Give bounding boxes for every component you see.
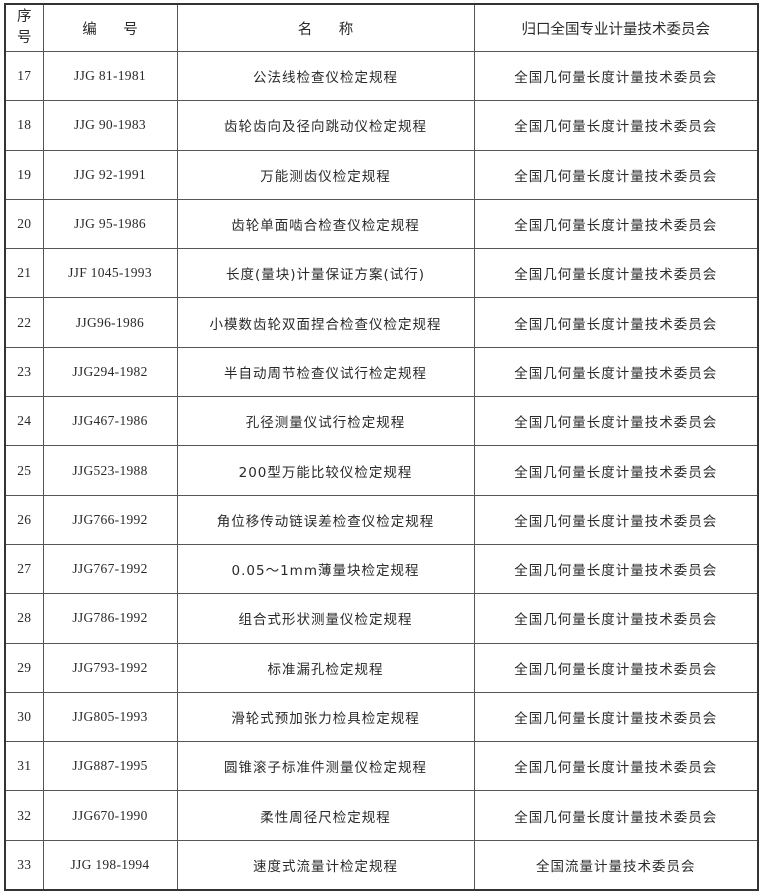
- row-org: 全国几何量长度计量技术委员会: [473, 642, 759, 693]
- row-org: 全国几何量长度计量技术委员会: [473, 741, 759, 792]
- row-name: 半自动周节检查仪试行检定规程: [176, 346, 475, 398]
- row-code: JJG786-1992: [42, 593, 178, 644]
- table-row: 21 JJF 1045-1993 长度(量块)计量保证方案(试行) 全国几何量长度计量…: [4, 248, 759, 299]
- row-seq: 26: [4, 494, 44, 545]
- table-row: 31 JJG887-1995 圆锥滚子标准件测量仪检定规程 全国几何量长度计量技术委员…: [4, 741, 759, 792]
- table-row: 19 JJG 92-1991 万能测齿仪检定规程 全国几何量长度计量技术委员会: [4, 149, 759, 200]
- row-code: JJG 95-1986: [42, 198, 178, 250]
- table-row: 32 JJG670-1990 柔性周径尺检定规程 全国几何量长度计量技术委员会: [4, 790, 759, 841]
- row-code: JJG670-1990: [42, 790, 178, 841]
- row-seq: 21: [4, 248, 44, 299]
- row-seq: 19: [4, 149, 44, 200]
- row-name: 齿轮单面啮合检查仪检定规程: [176, 198, 475, 250]
- row-org: 全国几何量长度计量技术委员会: [473, 790, 759, 841]
- table-row: 18 JJG 90-1983 齿轮齿向及径向跳动仪检定规程 全国几何量长度计量技术委员…: [4, 100, 759, 151]
- table-row: 25 JJG523-1988 200型万能比较仪检定规程 全国几何量长度计量技术委员会: [4, 445, 759, 496]
- table-row: 33 JJG 198-1994 速度式流量计检定规程 全国流量计量技术委员会: [4, 839, 759, 891]
- row-name: 标准漏孔检定规程: [176, 642, 475, 693]
- table-row: 26 JJG766-1992 角位移传动链误差检查仪检定规程 全国几何量长度计量技术委…: [4, 494, 759, 545]
- header-row: 序号 编 号 名 称 归口全国专业计量技术委员会: [4, 3, 759, 52]
- row-seq: 31: [4, 741, 44, 792]
- table-row: 20 JJG 95-1986 齿轮单面啮合检查仪检定规程 全国几何量长度计量技术委员会: [4, 198, 759, 250]
- row-name: 公法线检查仪检定规程: [176, 50, 475, 102]
- table-row: 17 JJG 81-1981 公法线检查仪检定规程 全国几何量长度计量技术委员会: [4, 50, 759, 102]
- row-org: 全国几何量长度计量技术委员会: [473, 494, 759, 545]
- row-seq: 30: [4, 691, 44, 743]
- row-org: 全国几何量长度计量技术委员会: [473, 198, 759, 250]
- table-row: 24 JJG467-1986 孔径测量仪试行检定规程 全国几何量长度计量技术委员会: [4, 396, 759, 447]
- row-code: JJG467-1986: [42, 396, 178, 447]
- row-name: 组合式形状测量仪检定规程: [176, 593, 475, 644]
- row-code: JJG793-1992: [42, 642, 178, 693]
- row-name: 长度(量块)计量保证方案(试行): [176, 248, 475, 299]
- row-seq: 29: [4, 642, 44, 693]
- header-name: 名 称: [176, 3, 475, 52]
- row-code: JJG 81-1981: [42, 50, 178, 102]
- row-name: 0.05～1mm薄量块检定规程: [176, 543, 475, 595]
- row-seq: 20: [4, 198, 44, 250]
- row-name: 齿轮齿向及径向跳动仪检定规程: [176, 100, 475, 151]
- header-seq: 序号: [4, 3, 44, 52]
- row-name: 小模数齿轮双面捏合检查仪检定规程: [176, 297, 475, 348]
- header-code: 编 号: [42, 3, 178, 52]
- row-org: 全国几何量长度计量技术委员会: [473, 100, 759, 151]
- row-code: JJG766-1992: [42, 494, 178, 545]
- row-seq: 25: [4, 445, 44, 496]
- table-row: 29 JJG793-1992 标准漏孔检定规程 全国几何量长度计量技术委员会: [4, 642, 759, 693]
- row-code: JJG294-1982: [42, 346, 178, 398]
- row-code: JJG805-1993: [42, 691, 178, 743]
- row-name: 万能测齿仪检定规程: [176, 149, 475, 200]
- row-code: JJG96-1986: [42, 297, 178, 348]
- row-org: 全国几何量长度计量技术委员会: [473, 543, 759, 595]
- row-name: 速度式流量计检定规程: [176, 839, 475, 891]
- header-org: 归口全国专业计量技术委员会: [473, 3, 759, 52]
- row-name: 角位移传动链误差检查仪检定规程: [176, 494, 475, 545]
- row-name: 圆锥滚子标准件测量仪检定规程: [176, 741, 475, 792]
- row-name: 滑轮式预加张力检具检定规程: [176, 691, 475, 743]
- row-code: JJF 1045-1993: [42, 248, 178, 299]
- row-org: 全国几何量长度计量技术委员会: [473, 149, 759, 200]
- row-org: 全国几何量长度计量技术委员会: [473, 346, 759, 398]
- row-name: 柔性周径尺检定规程: [176, 790, 475, 841]
- row-org: 全国几何量长度计量技术委员会: [473, 445, 759, 496]
- row-code: JJG 92-1991: [42, 149, 178, 200]
- row-code: JJG 90-1983: [42, 100, 178, 151]
- row-seq: 28: [4, 593, 44, 644]
- row-org: 全国几何量长度计量技术委员会: [473, 593, 759, 644]
- row-name: 孔径测量仪试行检定规程: [176, 396, 475, 447]
- table-row: 23 JJG294-1982 半自动周节检查仪试行检定规程 全国几何量长度计量技术委员…: [4, 346, 759, 398]
- row-seq: 24: [4, 396, 44, 447]
- standards-table: 序号 编 号 名 称 归口全国专业计量技术委员会 17 JJG 81-1981 公法…: [4, 3, 759, 891]
- row-org: 全国几何量长度计量技术委员会: [473, 297, 759, 348]
- row-code: JJG767-1992: [42, 543, 178, 595]
- row-org: 全国流量计量技术委员会: [473, 839, 759, 891]
- row-seq: 23: [4, 346, 44, 398]
- row-org: 全国几何量长度计量技术委员会: [473, 50, 759, 102]
- row-seq: 32: [4, 790, 44, 841]
- row-code: JJG 198-1994: [42, 839, 178, 891]
- table-row: 22 JJG96-1986 小模数齿轮双面捏合检查仪检定规程 全国几何量长度计量技术委…: [4, 297, 759, 348]
- row-name: 200型万能比较仪检定规程: [176, 445, 475, 496]
- row-seq: 17: [4, 50, 44, 102]
- row-code: JJG523-1988: [42, 445, 178, 496]
- table-row: 27 JJG767-1992 0.05～1mm薄量块检定规程 全国几何量长度计量技术委…: [4, 543, 759, 595]
- row-seq: 33: [4, 839, 44, 891]
- row-org: 全国几何量长度计量技术委员会: [473, 396, 759, 447]
- row-seq: 18: [4, 100, 44, 151]
- row-code: JJG887-1995: [42, 741, 178, 792]
- table-row: 30 JJG805-1993 滑轮式预加张力检具检定规程 全国几何量长度计量技术委员会: [4, 691, 759, 743]
- row-org: 全国几何量长度计量技术委员会: [473, 691, 759, 743]
- row-seq: 22: [4, 297, 44, 348]
- row-seq: 27: [4, 543, 44, 595]
- table-row: 28 JJG786-1992 组合式形状测量仪检定规程 全国几何量长度计量技术委员会: [4, 593, 759, 644]
- row-org: 全国几何量长度计量技术委员会: [473, 248, 759, 299]
